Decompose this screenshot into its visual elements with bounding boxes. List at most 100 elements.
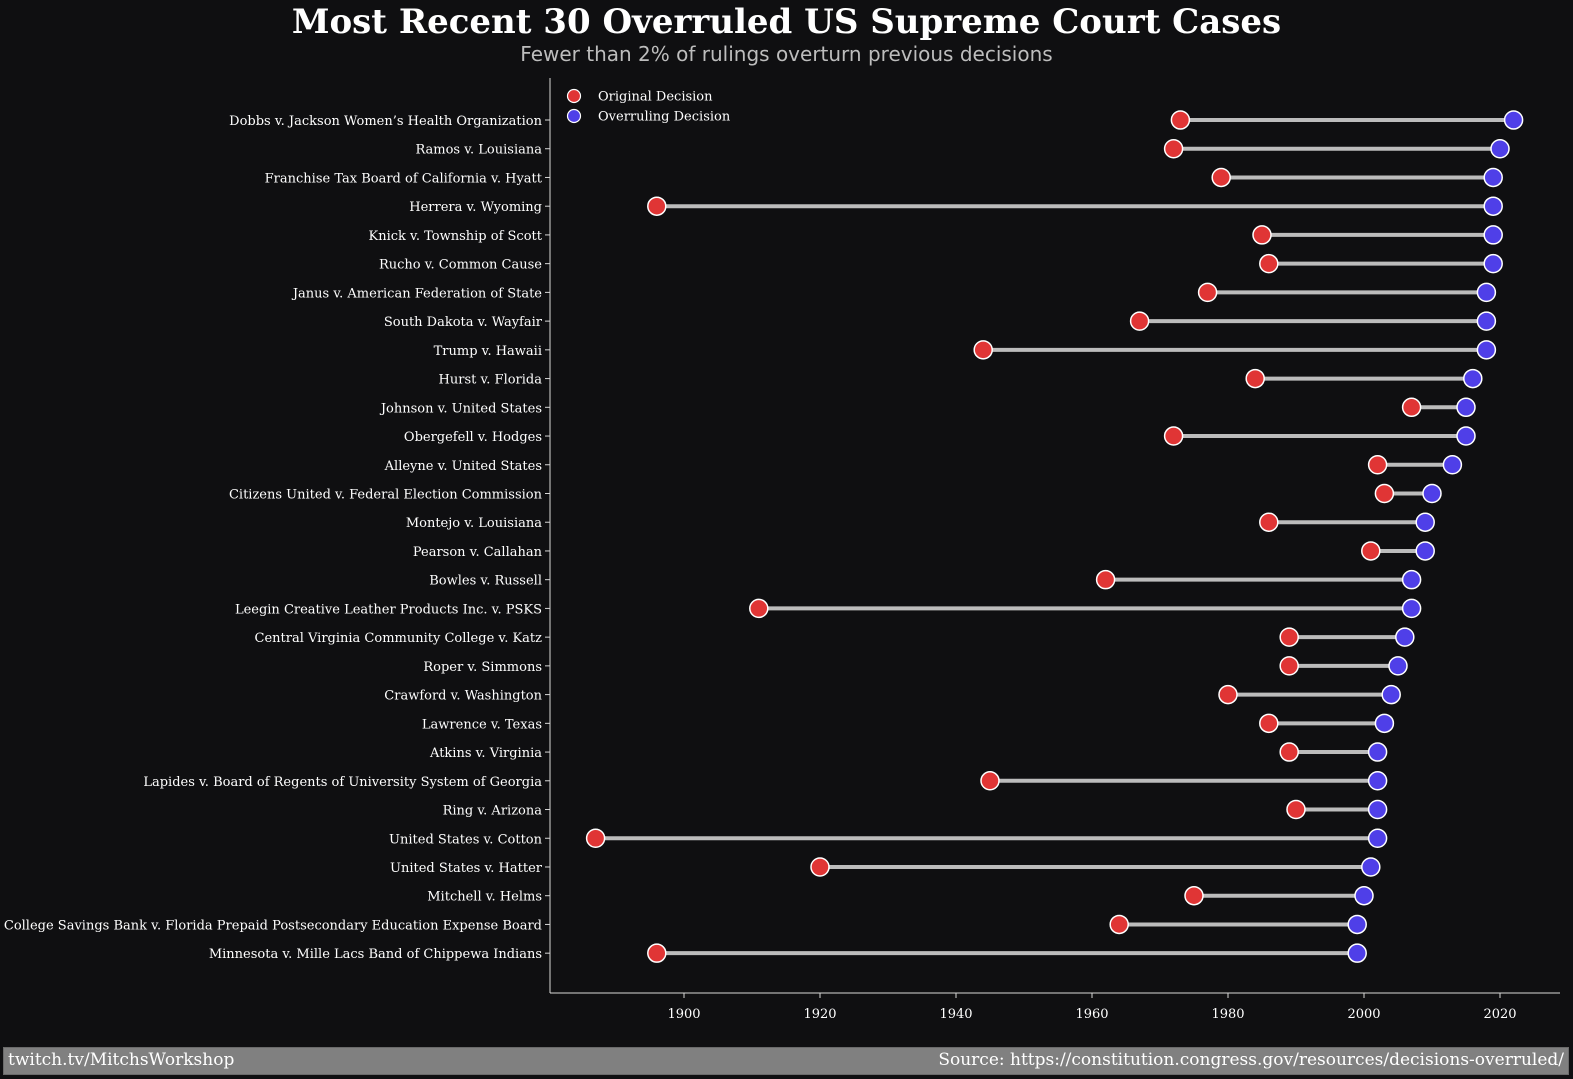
overruling-decision-point bbox=[1483, 196, 1503, 216]
original-decision-point bbox=[980, 771, 1000, 791]
case-label: College Savings Bank v. Florida Prepaid … bbox=[4, 918, 542, 933]
overruling-decision-point bbox=[1483, 225, 1503, 245]
overruling-decision-point bbox=[1381, 684, 1401, 705]
overruling-decision-point bbox=[1476, 311, 1497, 331]
original-decision-point bbox=[1163, 426, 1184, 446]
original-decision-point bbox=[1095, 569, 1116, 590]
original-decision-point bbox=[1218, 684, 1238, 705]
case-label: Janus v. American Federation of State bbox=[291, 286, 542, 301]
overruling-decision-point bbox=[1367, 771, 1388, 791]
case-labels: Dobbs v. Jackson Women’s Health Organiza… bbox=[4, 114, 543, 962]
footer-bar: twitch.tv/MitchsWorkshop Source: https:/… bbox=[3, 1047, 1569, 1075]
overruling-decision-point bbox=[1415, 512, 1435, 532]
original-decision-point bbox=[1279, 742, 1299, 762]
overruling-decision-point bbox=[1388, 656, 1408, 676]
original-decision-point bbox=[1109, 914, 1129, 935]
original-decision-point bbox=[647, 943, 667, 963]
x-tick-label: 2000 bbox=[1347, 1007, 1380, 1022]
overruling-decision-point bbox=[1401, 569, 1422, 590]
footer-source: Source: https://constitution.congress.go… bbox=[938, 1050, 1564, 1070]
x-tick-label: 1940 bbox=[939, 1007, 972, 1022]
original-decision-point bbox=[1286, 799, 1306, 820]
x-tick-label: 1960 bbox=[1075, 1007, 1108, 1022]
x-tick-label: 1980 bbox=[1211, 1007, 1244, 1022]
original-decision-point bbox=[1367, 455, 1388, 475]
original-decision-point bbox=[1252, 225, 1272, 245]
original-decision-point bbox=[585, 828, 606, 848]
overruling-decision-point bbox=[1490, 138, 1510, 159]
legend: Original Decision Overruling Decision bbox=[566, 88, 731, 125]
overruling-decision-point bbox=[1347, 943, 1367, 963]
overruling-decision-point bbox=[1483, 167, 1503, 188]
data-points bbox=[585, 110, 1524, 963]
original-decision-point bbox=[973, 340, 993, 360]
case-label: Roper v. Simmons bbox=[423, 660, 542, 675]
original-decision-point bbox=[1170, 110, 1191, 130]
overruling-decision-point bbox=[1395, 627, 1415, 647]
case-label: Alleyne v. United States bbox=[384, 459, 542, 474]
chart-axes bbox=[545, 78, 1560, 998]
case-label: Pearson v. Callahan bbox=[413, 545, 543, 560]
case-label: Leegin Creative Leather Products Inc. v.… bbox=[235, 602, 542, 617]
original-decision-point bbox=[1184, 885, 1204, 906]
case-label: Minnesota v. Mille Lacs Band of Chippewa… bbox=[209, 947, 542, 962]
overruling-decision-point bbox=[1422, 483, 1442, 504]
legend-marker bbox=[566, 108, 582, 124]
original-decision-point bbox=[810, 857, 830, 877]
case-label: Hurst v. Florida bbox=[439, 373, 543, 388]
case-label: Atkins v. Virginia bbox=[429, 746, 542, 761]
case-label: Obergefell v. Hodges bbox=[404, 430, 542, 445]
overruling-decision-point bbox=[1367, 742, 1388, 762]
case-label: Dobbs v. Jackson Women’s Health Organiza… bbox=[229, 114, 542, 129]
overruling-decision-point bbox=[1367, 799, 1388, 820]
case-label: Johnson v. United States bbox=[379, 401, 542, 416]
overruling-decision-point bbox=[1415, 541, 1435, 561]
original-decision-point bbox=[647, 196, 667, 216]
original-decision-point bbox=[1374, 483, 1395, 504]
legend-marker bbox=[566, 88, 582, 104]
original-decision-point bbox=[749, 598, 769, 619]
case-label: Mitchell v. Helms bbox=[427, 890, 542, 905]
overruling-decision-point bbox=[1442, 455, 1463, 475]
overruling-decision-point bbox=[1476, 282, 1497, 303]
case-label: Herrera v. Wyoming bbox=[409, 200, 542, 215]
case-label: Rucho v. Common Cause bbox=[379, 258, 542, 273]
overruling-decision-point bbox=[1374, 713, 1395, 734]
overruling-decision-point bbox=[1354, 885, 1374, 906]
original-decision-point bbox=[1163, 138, 1184, 159]
overruling-decision-point bbox=[1456, 426, 1476, 446]
case-label: Central Virginia Community College v. Ka… bbox=[255, 631, 543, 646]
case-label: Montejo v. Louisiana bbox=[406, 516, 542, 531]
x-tick-label: 1900 bbox=[667, 1007, 700, 1022]
case-label: Crawford v. Washington bbox=[384, 689, 542, 704]
x-tick-labels: 1900 1920 1940 1960 1980 2000 2020 bbox=[667, 1007, 1516, 1022]
overruling-decision-point bbox=[1503, 110, 1524, 130]
case-label: South Dakota v. Wayfair bbox=[384, 315, 543, 330]
original-decision-point bbox=[1361, 541, 1381, 561]
overruling-decision-point bbox=[1476, 340, 1497, 360]
overruling-decision-point bbox=[1347, 914, 1367, 935]
case-label: Lapides v. Board of Regents of Universit… bbox=[143, 775, 542, 790]
overruling-decision-point bbox=[1456, 397, 1476, 418]
case-label: Ring v. Arizona bbox=[443, 804, 543, 819]
case-label: Ramos v. Louisiana bbox=[415, 143, 542, 158]
original-decision-point bbox=[1197, 282, 1218, 303]
case-label: Trump v. Hawaii bbox=[434, 344, 542, 359]
case-label: Bowles v. Russell bbox=[429, 574, 542, 589]
legend-label: Overruling Decision bbox=[598, 110, 731, 125]
case-label: Lawrence v. Texas bbox=[422, 717, 542, 732]
original-decision-point bbox=[1259, 253, 1279, 274]
chart-title: Most Recent 30 Overruled US Supreme Cour… bbox=[291, 2, 1282, 42]
original-decision-point bbox=[1211, 167, 1231, 188]
overruling-decision-point bbox=[1401, 598, 1422, 619]
original-decision-point bbox=[1279, 656, 1299, 676]
overruling-decision-point bbox=[1367, 828, 1388, 848]
overruling-decision-point bbox=[1361, 857, 1381, 877]
overruling-decision-point bbox=[1463, 368, 1483, 389]
case-label: Knick v. Township of Scott bbox=[369, 229, 543, 244]
legend-label: Original Decision bbox=[598, 90, 713, 105]
original-decision-point bbox=[1279, 627, 1299, 647]
original-decision-point bbox=[1245, 368, 1265, 389]
chart-subtitle: Fewer than 2% of rulings overturn previo… bbox=[520, 42, 1053, 66]
dumbbell-chart: Dobbs v. Jackson Women’s Health Organiza… bbox=[4, 78, 1560, 1022]
